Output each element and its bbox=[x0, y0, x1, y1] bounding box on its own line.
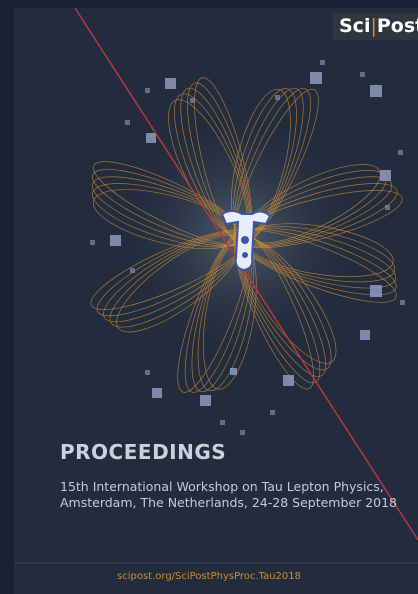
cover: Sci|Post PROCEEDINGS 15th International … bbox=[0, 0, 418, 594]
logo-post: Post bbox=[377, 15, 418, 37]
square bbox=[165, 78, 176, 89]
square bbox=[283, 375, 294, 386]
square bbox=[275, 95, 280, 100]
square bbox=[230, 368, 237, 375]
square bbox=[370, 285, 382, 297]
square bbox=[190, 98, 195, 103]
logo: Sci|Post bbox=[333, 13, 418, 40]
square bbox=[320, 60, 325, 65]
square bbox=[310, 72, 322, 84]
square bbox=[152, 388, 162, 398]
square bbox=[110, 235, 121, 246]
heading: PROCEEDINGS bbox=[60, 440, 226, 464]
square bbox=[385, 205, 390, 210]
square bbox=[270, 410, 275, 415]
description: 15th International Workshop on Tau Lepto… bbox=[60, 479, 397, 511]
square bbox=[370, 85, 382, 97]
square bbox=[380, 170, 391, 181]
square bbox=[145, 370, 150, 375]
square bbox=[240, 430, 245, 435]
square bbox=[400, 300, 405, 305]
square bbox=[146, 133, 156, 143]
square bbox=[130, 268, 135, 273]
square bbox=[220, 420, 225, 425]
square bbox=[200, 395, 211, 406]
square bbox=[360, 330, 370, 340]
square bbox=[145, 88, 150, 93]
logo-sci: Sci bbox=[339, 15, 370, 37]
square bbox=[90, 240, 95, 245]
square bbox=[398, 150, 403, 155]
square bbox=[125, 120, 130, 125]
description-line: Amsterdam, The Netherlands, 24-28 Septem… bbox=[60, 495, 397, 511]
footer-url: scipost.org/SciPostPhysProc.Tau2018 bbox=[0, 571, 418, 582]
square bbox=[360, 72, 365, 77]
description-line: 15th International Workshop on Tau Lepto… bbox=[60, 479, 397, 495]
